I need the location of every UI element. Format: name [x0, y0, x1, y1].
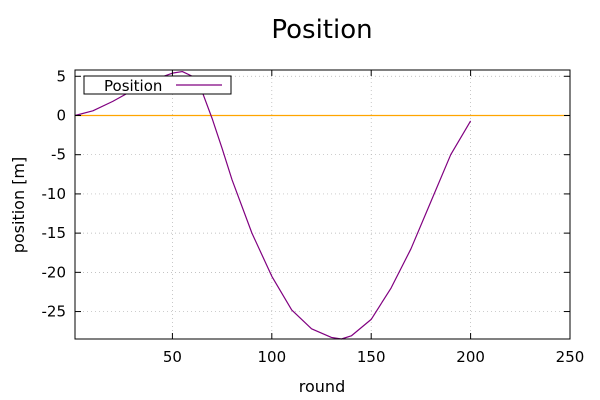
x-tick-label: 200	[456, 348, 485, 366]
y-tick-label: -25	[42, 303, 67, 321]
y-tick-label: 0	[56, 106, 66, 124]
series-line-position	[74, 70, 472, 340]
x-tick-label: 250	[556, 348, 585, 366]
legend: Position	[83, 75, 232, 95]
y-tick-label: -5	[51, 146, 66, 164]
y-tick-label: -20	[42, 263, 67, 281]
y-tick-label: -15	[42, 224, 67, 242]
plot-series	[74, 70, 570, 340]
y-axis-label: position [m]	[9, 157, 28, 254]
x-tick-label: 150	[357, 348, 386, 366]
grid	[75, 70, 571, 339]
legend-label-position: Position	[104, 77, 162, 95]
y-tick-label: -10	[42, 185, 67, 203]
plot-area-frame	[74, 69, 571, 340]
chart-title: Position	[271, 15, 372, 45]
x-tick-label: 100	[257, 348, 286, 366]
x-axis-label: round	[299, 377, 345, 396]
y-tick-label: 5	[56, 67, 66, 85]
x-tick-label: 50	[163, 348, 182, 366]
legend-box	[83, 75, 232, 95]
